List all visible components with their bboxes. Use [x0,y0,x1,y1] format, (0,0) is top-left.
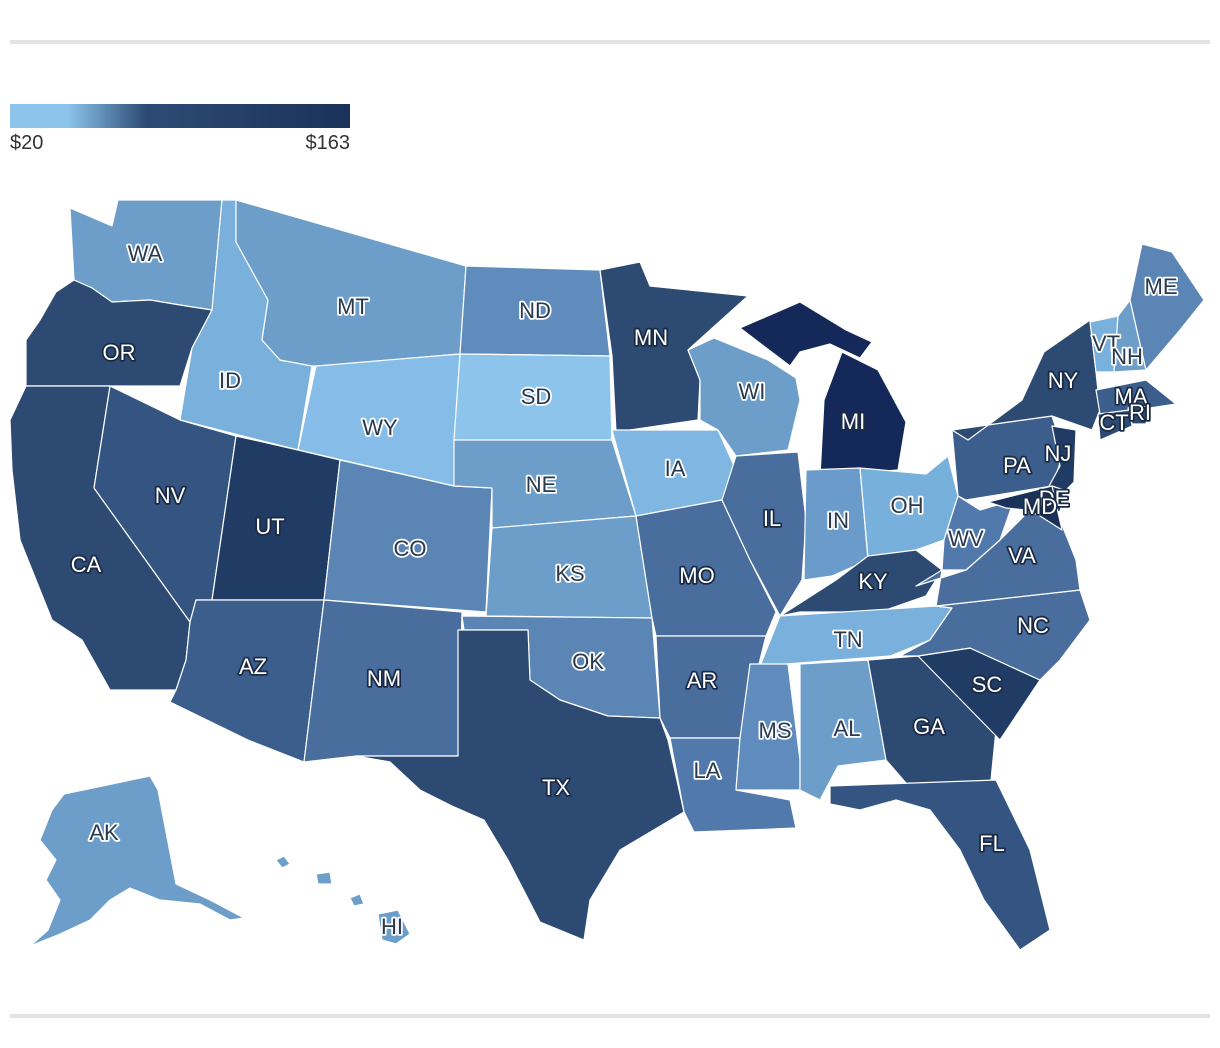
state-label-or: OR [103,340,136,365]
state-label-nv: NV [155,483,186,508]
state-fl[interactable] [829,779,1051,951]
state-ct[interactable] [1097,409,1133,441]
state-ma[interactable] [1095,379,1177,415]
state-co[interactable] [323,459,493,613]
state-label-ak: AK [89,820,119,845]
legend-min-label: $20 [10,132,44,154]
states-layer [9,199,1205,951]
state-wi[interactable] [687,337,801,457]
state-label-ky: KY [858,569,888,594]
state-label-id: ID [219,368,241,393]
state-label-az: AZ [239,654,267,679]
state-label-ma: MA [1115,384,1148,409]
state-label-wy: WY [362,415,398,440]
state-label-tn: TN [833,627,862,652]
state-hi[interactable] [275,855,411,945]
state-label-de: DE [1039,486,1070,511]
state-az[interactable] [169,599,325,763]
state-label-ct: CT [1099,410,1128,435]
state-label-la: LA [694,758,721,783]
state-mt[interactable] [235,199,467,367]
state-label-mo: MO [679,563,714,588]
state-wv[interactable] [941,495,1015,571]
state-label-sc: SC [972,672,1003,697]
state-label-tx: TX [542,775,570,800]
state-label-wa: WA [128,241,163,266]
state-label-ri: RI [1129,400,1151,425]
state-label-nm: NM [367,666,401,691]
state-label-ok: OK [572,649,604,674]
state-label-ia: IA [665,456,686,481]
legend-max-label: $163 [305,132,351,154]
state-label-pa: PA [1003,453,1031,478]
state-label-ar: AR [687,668,718,693]
state-label-ms: MS [759,718,792,743]
state-label-co: CO [394,536,427,561]
state-ky[interactable] [779,549,943,617]
state-label-nd: ND [519,298,551,323]
state-label-oh: OH [891,493,924,518]
state-label-il: IL [763,506,781,531]
state-nc[interactable] [899,589,1091,681]
state-label-fl: FL [979,831,1005,856]
state-label-wi: WI [739,379,766,404]
state-label-ks: KS [555,561,584,586]
state-label-ut: UT [255,514,284,539]
state-label-nc: NC [1017,613,1049,638]
state-label-mn: MN [634,325,668,350]
state-md[interactable] [987,485,1063,531]
state-il[interactable] [721,451,807,617]
top-divider [10,40,1210,44]
state-me[interactable] [1129,243,1205,371]
state-label-hi: HI [381,914,403,939]
state-label-mi: MI [841,409,865,434]
state-label-ca: CA [71,552,102,577]
state-label-nh: NH [1111,344,1143,369]
state-in[interactable] [803,467,869,581]
state-label-wv: WV [948,526,984,551]
state-label-md: MD [1023,494,1057,519]
state-labels-layer: WA OR CA ID NV MT WY UT AZ CO NM ND SD NE KS OK TX MN IA MO… [69,239,1179,941]
bottom-divider [10,1014,1210,1018]
state-label-al: AL [834,716,861,741]
state-label-va: VA [1008,543,1036,568]
legend-labels: $20 $163 [10,128,350,154]
state-tx[interactable] [355,629,685,941]
state-label-nj: NJ [1045,441,1072,466]
state-label-sd: SD [521,384,552,409]
state-label-vt: VT [1092,331,1120,356]
state-label-me: ME [1145,274,1178,299]
state-label-ne: NE [526,472,557,497]
state-label-ga: GA [913,714,945,739]
legend-gradient-bar [10,104,350,128]
state-label-in: IN [827,508,849,533]
state-label-mt: MT [337,294,369,319]
state-label-ny: NY [1048,368,1079,393]
state-ak[interactable] [29,775,245,947]
color-legend: $20 $163 [10,104,350,154]
